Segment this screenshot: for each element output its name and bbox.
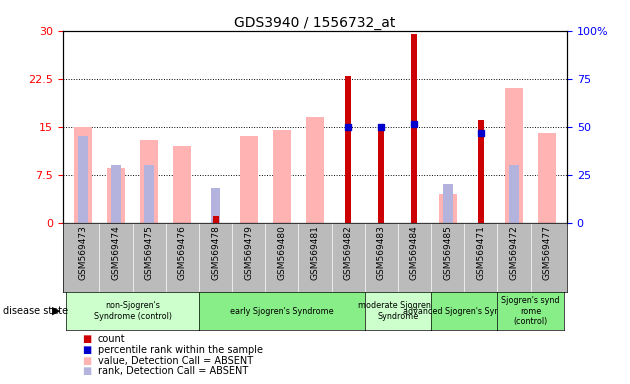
Text: non-Sjogren's
Syndrome (control): non-Sjogren's Syndrome (control)	[94, 301, 171, 321]
Text: GSM569473: GSM569473	[78, 225, 88, 280]
Text: ■: ■	[82, 334, 91, 344]
Text: GSM569479: GSM569479	[244, 225, 253, 280]
Text: GSM569483: GSM569483	[377, 225, 386, 280]
Text: ■: ■	[82, 345, 91, 355]
Text: disease state: disease state	[3, 306, 68, 316]
Bar	[379, 127, 384, 223]
Text: GSM569474: GSM569474	[112, 225, 120, 280]
Bar	[173, 146, 192, 223]
Text: GSM569472: GSM569472	[510, 225, 518, 280]
Bar	[505, 88, 523, 223]
Bar	[306, 117, 324, 223]
Text: early Sjogren's Syndrome: early Sjogren's Syndrome	[230, 306, 334, 316]
Text: value, Detection Call = ABSENT: value, Detection Call = ABSENT	[98, 356, 253, 366]
Text: GSM569475: GSM569475	[145, 225, 154, 280]
Text: GSM569482: GSM569482	[343, 225, 353, 280]
Text: ■: ■	[82, 356, 91, 366]
Text: GSM569481: GSM569481	[311, 225, 319, 280]
Bar	[78, 136, 88, 223]
Text: moderate Sjogren's
Syndrome: moderate Sjogren's Syndrome	[358, 301, 437, 321]
Text: GSM569476: GSM569476	[178, 225, 187, 280]
Text: percentile rank within the sample: percentile rank within the sample	[98, 345, 263, 355]
Text: GSM569485: GSM569485	[443, 225, 452, 280]
Bar	[538, 133, 556, 223]
Bar	[210, 187, 220, 223]
Bar	[74, 127, 92, 223]
Text: GSM569478: GSM569478	[211, 225, 220, 280]
Text: count: count	[98, 334, 125, 344]
Bar	[107, 168, 125, 223]
Bar	[411, 34, 418, 223]
Bar	[140, 139, 158, 223]
Bar	[438, 194, 457, 223]
Text: GSM569477: GSM569477	[542, 225, 552, 280]
Bar	[111, 165, 121, 223]
Text: GSM569480: GSM569480	[277, 225, 287, 280]
Bar	[144, 165, 154, 223]
Bar	[443, 184, 452, 223]
Bar	[273, 130, 291, 223]
Bar	[509, 165, 519, 223]
Bar	[345, 76, 351, 223]
Bar	[478, 120, 484, 223]
Text: Sjogren's synd
rome
(control): Sjogren's synd rome (control)	[501, 296, 560, 326]
Bar	[239, 136, 258, 223]
Text: rank, Detection Call = ABSENT: rank, Detection Call = ABSENT	[98, 366, 248, 376]
Text: advanced Sjogren's Syndrome: advanced Sjogren's Syndrome	[403, 306, 525, 316]
Bar	[212, 216, 219, 223]
Text: ▶: ▶	[52, 306, 60, 316]
Text: GSM569471: GSM569471	[476, 225, 485, 280]
Text: ■: ■	[82, 366, 91, 376]
Title: GDS3940 / 1556732_at: GDS3940 / 1556732_at	[234, 16, 396, 30]
Text: GSM569484: GSM569484	[410, 225, 419, 280]
